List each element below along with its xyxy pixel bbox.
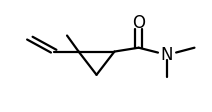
Text: O: O: [132, 14, 145, 32]
Text: N: N: [161, 46, 173, 64]
